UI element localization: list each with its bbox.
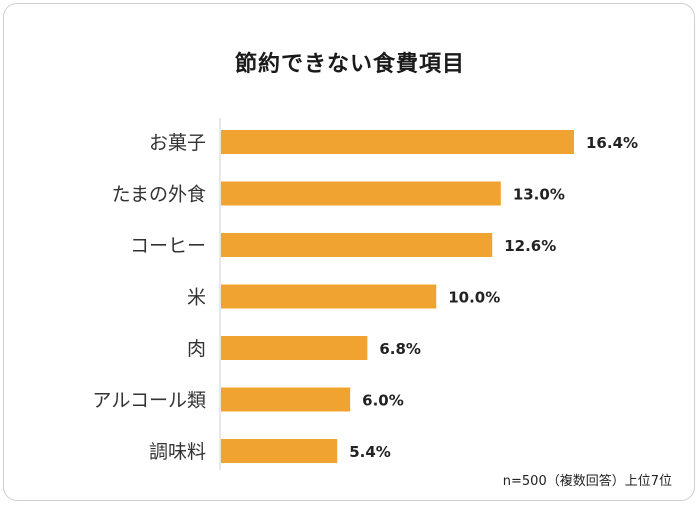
chart-title: 節約できない食費項目 [234, 52, 465, 77]
category-label: コーヒー [130, 235, 206, 257]
bar [221, 181, 501, 206]
bar [221, 284, 437, 309]
bar [221, 336, 368, 360]
value-label: 12.6% [504, 237, 556, 255]
value-label: 6.0% [362, 392, 404, 410]
category-label: 米 [187, 287, 206, 309]
bar [221, 233, 493, 257]
value-label: 5.4% [349, 443, 391, 461]
bar [221, 439, 338, 463]
bar [221, 387, 351, 412]
value-label: 13.0% [513, 186, 565, 204]
sample-note: n=500（複数回答）上位7位 [502, 474, 672, 489]
value-label: 6.8% [379, 340, 421, 358]
value-label: 10.0% [448, 289, 500, 307]
value-label: 16.4% [586, 134, 638, 152]
category-label: 調味料 [149, 441, 206, 463]
bar [221, 130, 574, 154]
category-label: 肉 [187, 338, 206, 360]
category-label: アルコール類 [92, 390, 206, 412]
category-label: たまの外食 [112, 184, 206, 206]
category-label: お菓子 [149, 132, 206, 154]
